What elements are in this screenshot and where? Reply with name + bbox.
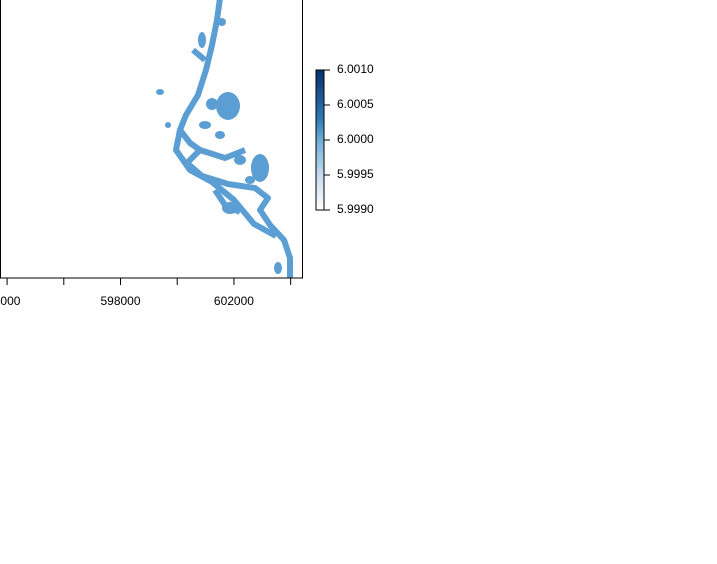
water-patch — [206, 98, 218, 110]
water-patch — [216, 92, 240, 120]
water-patch — [215, 131, 225, 139]
water-patch — [274, 262, 282, 274]
water-patch — [234, 155, 246, 165]
colorbar-tick-label: 6.0000 — [337, 132, 374, 146]
water-channel — [191, 47, 207, 63]
water-patch — [199, 121, 211, 129]
water-channel — [199, 147, 247, 161]
water-patch — [165, 122, 171, 128]
plot-frame — [0, 0, 303, 279]
raster-layer — [156, 0, 293, 278]
x-tick-label: 4000 — [0, 294, 21, 308]
water-patch — [251, 154, 269, 182]
x-tick-label: 602000 — [214, 294, 254, 308]
water-patch — [222, 202, 238, 214]
colorbar-tick-label: 6.0010 — [337, 62, 374, 76]
colorbar-tick-label: 5.9995 — [337, 167, 374, 181]
water-patch — [245, 176, 255, 184]
water-patch — [218, 18, 226, 26]
x-tick-label: 598000 — [100, 294, 140, 308]
colorbar-tick-label: 5.9990 — [337, 202, 374, 216]
water-patch — [198, 32, 206, 48]
colorbar-tick-label: 6.0005 — [337, 97, 374, 111]
colorbar — [315, 69, 325, 211]
water-patch — [156, 89, 164, 95]
water-channel — [173, 129, 278, 239]
